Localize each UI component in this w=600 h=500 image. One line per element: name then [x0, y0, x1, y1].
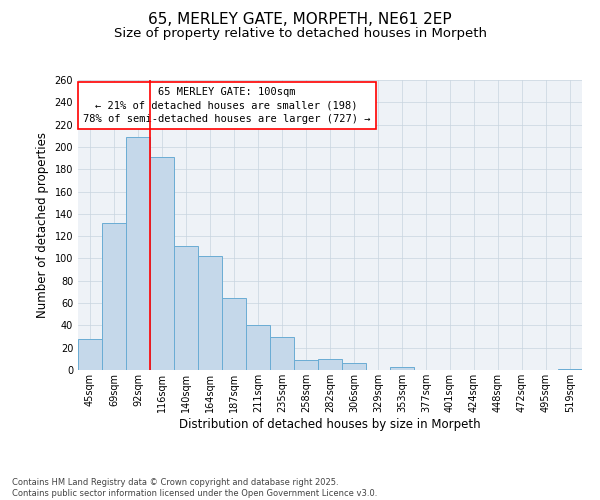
Bar — [102, 223, 126, 370]
X-axis label: Distribution of detached houses by size in Morpeth: Distribution of detached houses by size … — [179, 418, 481, 430]
Text: Size of property relative to detached houses in Morpeth: Size of property relative to detached ho… — [113, 28, 487, 40]
Text: 65, MERLEY GATE, MORPETH, NE61 2EP: 65, MERLEY GATE, MORPETH, NE61 2EP — [148, 12, 452, 28]
Bar — [198, 256, 222, 370]
Bar — [294, 360, 318, 370]
Bar — [342, 364, 366, 370]
Bar — [150, 157, 174, 370]
Y-axis label: Number of detached properties: Number of detached properties — [36, 132, 49, 318]
Bar — [318, 359, 342, 370]
Bar — [270, 336, 294, 370]
Bar — [246, 326, 270, 370]
Text: Contains HM Land Registry data © Crown copyright and database right 2025.
Contai: Contains HM Land Registry data © Crown c… — [12, 478, 377, 498]
Bar — [126, 137, 150, 370]
Bar — [78, 339, 102, 370]
Bar — [558, 369, 582, 370]
Bar — [390, 366, 414, 370]
Text: 65 MERLEY GATE: 100sqm
← 21% of detached houses are smaller (198)
78% of semi-de: 65 MERLEY GATE: 100sqm ← 21% of detached… — [83, 87, 370, 124]
Bar — [222, 298, 246, 370]
Bar — [174, 246, 198, 370]
